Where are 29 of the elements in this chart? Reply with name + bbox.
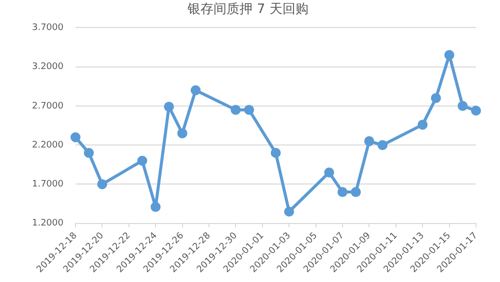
y-tick-label: 3.2000 [32,62,64,72]
point [418,120,428,130]
point [444,50,454,60]
point [190,85,201,96]
point [337,187,348,198]
point [364,136,374,146]
point [350,187,361,198]
point [230,104,241,115]
y-tick-label: 2.7000 [32,101,64,112]
point [244,104,254,115]
y-tick-label: 3.7000 [32,22,64,33]
y-tick-label: 2.2000 [32,140,64,150]
point [177,128,188,138]
point [458,100,468,111]
point [84,148,94,158]
point [270,148,281,158]
point [150,202,161,212]
point [324,167,334,178]
point [97,179,108,190]
point [430,93,441,104]
point [378,140,388,150]
point [137,156,148,166]
y-tick-label: 1.2000 [32,218,64,229]
point [164,102,174,112]
point [70,132,80,142]
point [471,106,481,116]
y-tick-label: 1.7000 [32,180,64,190]
point [284,206,294,217]
chart-title: 银存间质押 7 天回购 [186,2,308,18]
